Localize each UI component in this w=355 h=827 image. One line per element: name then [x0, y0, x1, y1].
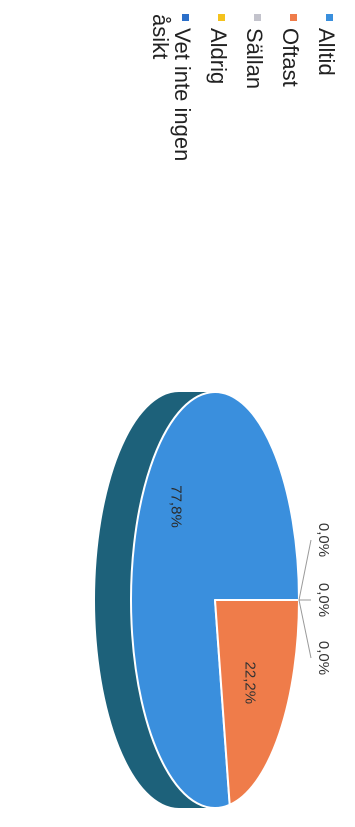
legend-label-salllan: Sällan — [242, 28, 267, 89]
legend-item-aldrig: Aldrig — [206, 14, 231, 84]
data-label-vet-inte: 0,0% — [315, 641, 332, 675]
legend-swatch-salllan — [254, 14, 261, 21]
legend-item-salllan: Sällan — [242, 14, 267, 89]
legend-item-alltid: Alltid — [314, 14, 339, 76]
legend-swatch-aldrig — [218, 14, 225, 21]
data-label-alltid: 77,8% — [167, 485, 184, 528]
legend-item-oftast: Oftast — [278, 14, 303, 87]
legend-swatch-alltid — [326, 14, 333, 21]
pie-3d-side — [95, 392, 215, 808]
legend: Alltid Oftast Sällan Aldrig Vet inte ing… — [148, 14, 339, 161]
leader-line-salllan — [298, 539, 312, 601]
data-label-aldrig: 0,0% — [315, 583, 332, 617]
pie-slice-oftast — [214, 599, 300, 806]
legend-swatch-oftast — [290, 14, 297, 21]
legend-label-alltid: Alltid — [314, 28, 339, 76]
legend-label-vet-inte-line2: åsikt — [148, 14, 173, 59]
legend-swatch-vet-inte — [182, 14, 189, 21]
pie-slice-alltid — [130, 391, 300, 809]
data-label-oftast: 22,2% — [241, 662, 258, 705]
data-label-salllan: 0,0% — [315, 523, 332, 557]
legend-item-vet-inte: Vet inte ingen åsikt — [148, 14, 195, 161]
leader-line-vet-inte — [298, 599, 312, 659]
legend-label-oftast: Oftast — [278, 28, 303, 87]
legend-label-vet-inte-line1: Vet inte ingen — [170, 28, 195, 161]
legend-label-aldrig: Aldrig — [206, 28, 231, 84]
